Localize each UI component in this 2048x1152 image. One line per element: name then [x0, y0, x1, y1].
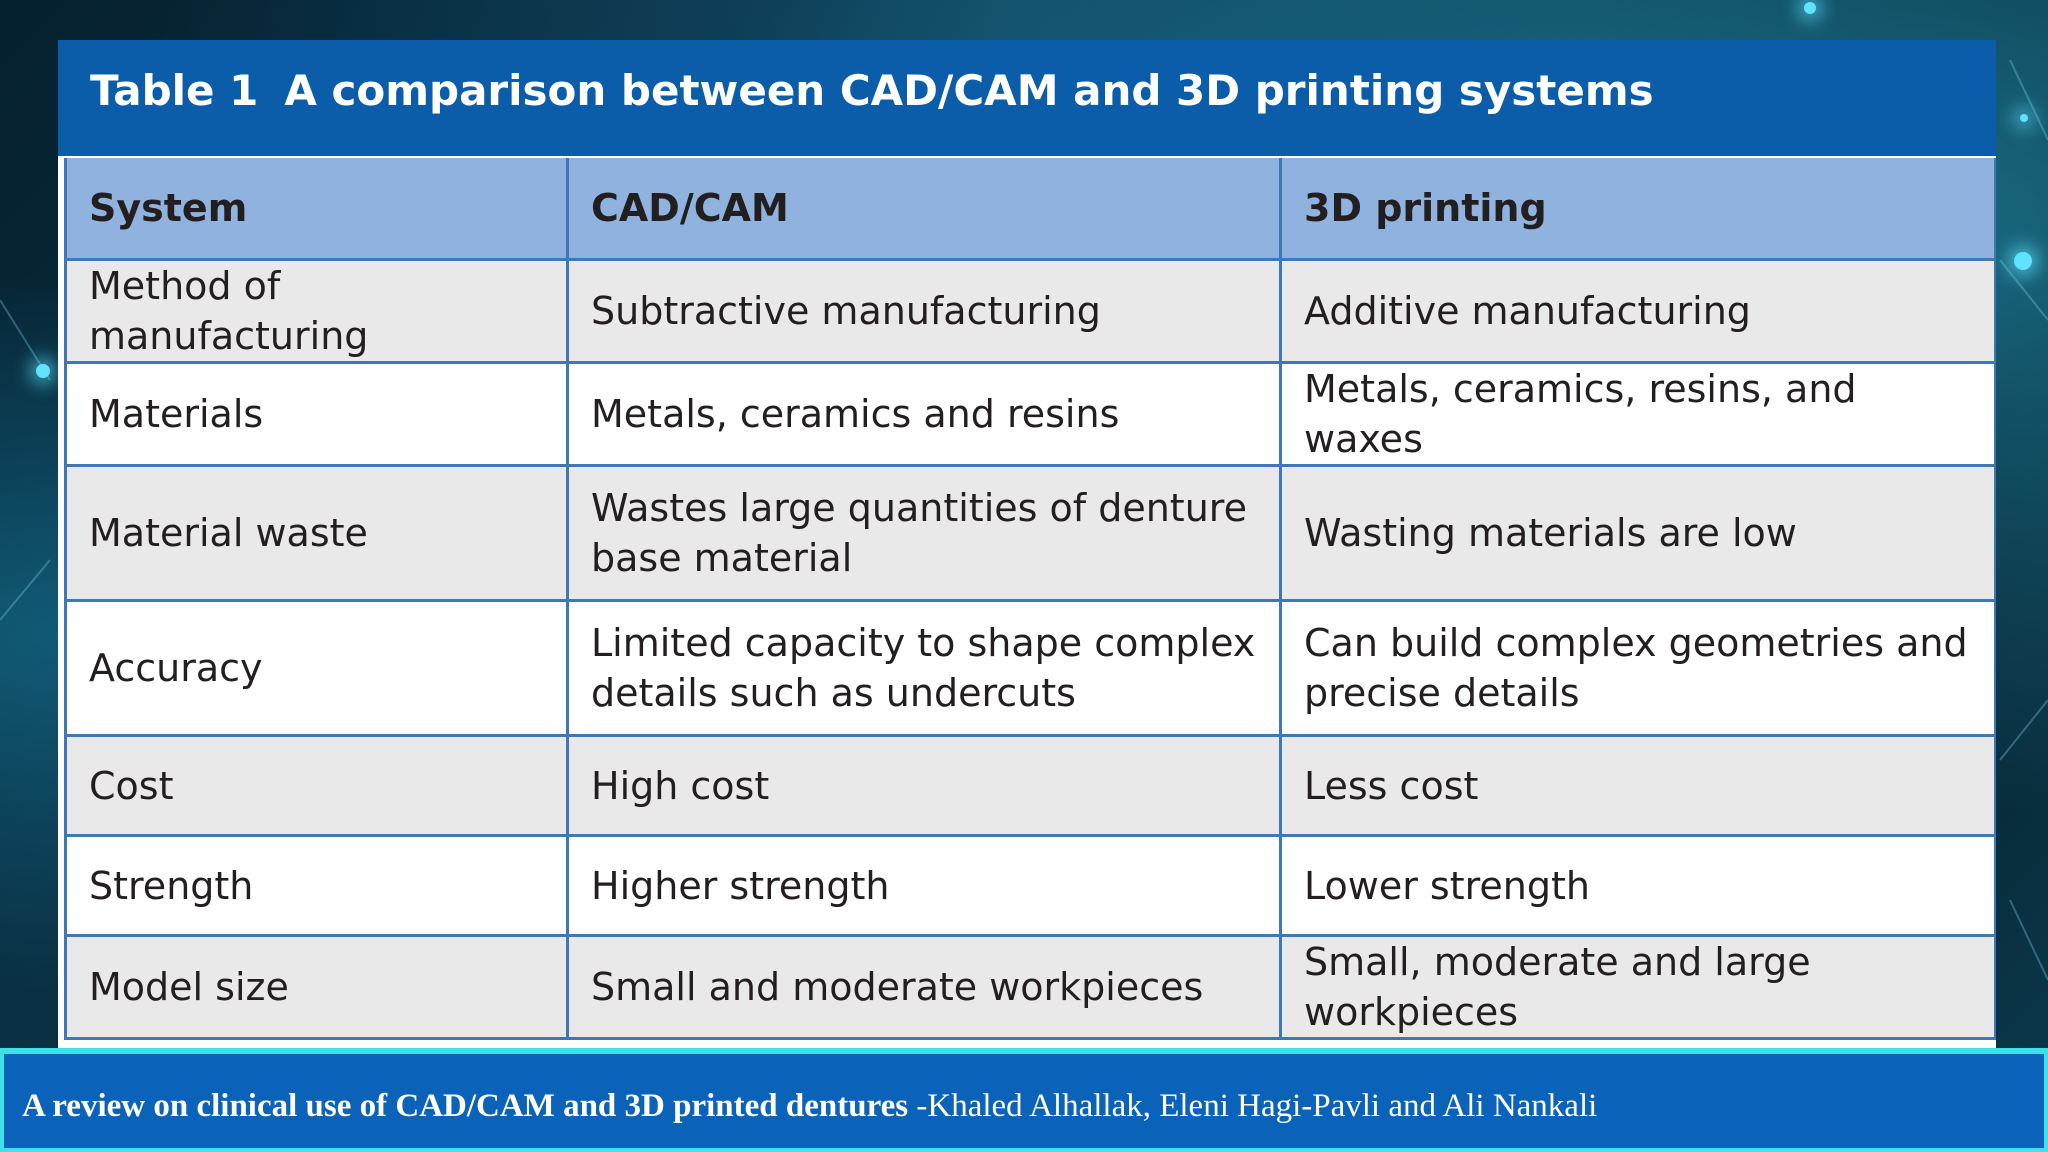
- header-system: System: [64, 158, 569, 261]
- table-title: Table 1 A comparison between CAD/CAM and …: [90, 66, 1654, 115]
- table-header-row: System CAD/CAM 3D printing: [64, 158, 1996, 261]
- cad-cam-cell: Metals, ceramics and resins: [566, 362, 1282, 467]
- cad-cam-cell: High cost: [566, 735, 1282, 837]
- 3d-printing-cell: Additive manufacturing: [1279, 259, 1996, 364]
- table-row-cost: Cost High cost Less cost: [64, 735, 1996, 837]
- background-glow-dot: [1804, 2, 1816, 14]
- row-label: Method of manufacturing: [64, 259, 569, 364]
- table-row-material-waste: Material waste Wastes large quantities o…: [64, 465, 1996, 602]
- row-label: Model size: [64, 935, 569, 1040]
- table-caption: A comparison between CAD/CAM and 3D prin…: [284, 66, 1654, 115]
- citation-paper-title: A review on clinical use of CAD/CAM and …: [22, 1088, 909, 1124]
- citation-authors: -Khaled Alhallak, Eleni Hagi-Pavli and A…: [916, 1088, 1598, 1124]
- 3d-printing-cell: Wasting materials are low: [1279, 465, 1996, 602]
- header-3d-printing: 3D printing: [1279, 158, 1996, 261]
- 3d-printing-cell: Can build complex geometries and precise…: [1279, 600, 1996, 737]
- citation-text: A review on clinical use of CAD/CAM and …: [22, 1088, 1597, 1125]
- row-label: Accuracy: [64, 600, 569, 737]
- header-cad-cam: CAD/CAM: [566, 158, 1282, 261]
- 3d-printing-cell: Less cost: [1279, 735, 1996, 837]
- table-panel: Table 1 A comparison between CAD/CAM and …: [58, 40, 1996, 1050]
- table-number: Table 1: [90, 66, 259, 115]
- cad-cam-cell: Limited capacity to shape complex detail…: [566, 600, 1282, 737]
- table-title-bar: Table 1 A comparison between CAD/CAM and …: [58, 40, 1996, 156]
- table-row-strength: Strength Higher strength Lower strength: [64, 835, 1996, 937]
- 3d-printing-cell: Lower strength: [1279, 835, 1996, 937]
- row-label: Cost: [64, 735, 569, 837]
- cad-cam-cell: Small and moderate workpieces: [566, 935, 1282, 1040]
- 3d-printing-cell: Metals, ceramics, resins, and waxes: [1279, 362, 1996, 467]
- row-label: Materials: [64, 362, 569, 467]
- cad-cam-cell: Subtractive manufacturing: [566, 259, 1282, 364]
- table-row-materials: Materials Metals, ceramics and resins Me…: [64, 362, 1996, 467]
- cad-cam-cell: Higher strength: [566, 835, 1282, 937]
- table-row-accuracy: Accuracy Limited capacity to shape compl…: [64, 600, 1996, 737]
- citation-footer: A review on clinical use of CAD/CAM and …: [0, 1048, 2048, 1152]
- row-label: Material waste: [64, 465, 569, 602]
- cad-cam-cell: Wastes large quantities of denture base …: [566, 465, 1282, 602]
- background-glow-dot: [2020, 114, 2028, 122]
- background-glow-dot: [36, 364, 50, 378]
- 3d-printing-cell: Small, moderate and large workpieces: [1279, 935, 1996, 1040]
- background-glow-dot: [2014, 252, 2032, 270]
- table-row-method: Method of manufacturing Subtractive manu…: [64, 259, 1996, 364]
- row-label: Strength: [64, 835, 569, 937]
- table-row-model-size: Model size Small and moderate workpieces…: [64, 935, 1996, 1040]
- comparison-table: System CAD/CAM 3D printing Method of man…: [64, 158, 1996, 1040]
